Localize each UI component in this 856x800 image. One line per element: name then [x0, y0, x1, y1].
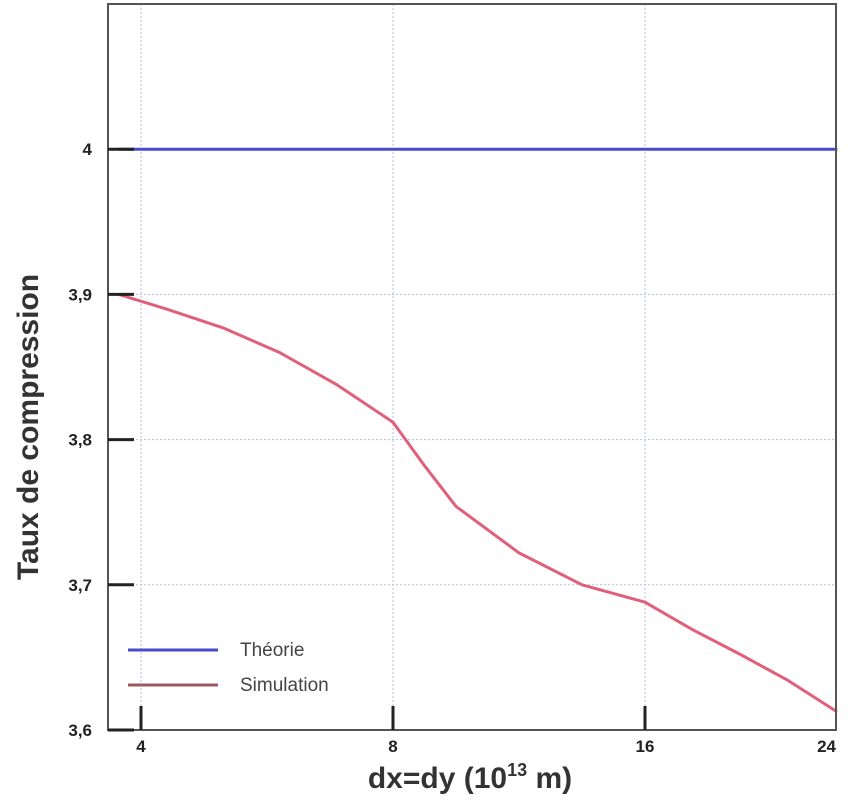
legend-label-theorie: Théorie [240, 640, 304, 661]
series-layer [117, 147, 838, 713]
x-tick-label-0: 4 [136, 737, 146, 756]
x-tick-label-1: 8 [388, 737, 397, 756]
x-tick-label-2: 16 [636, 737, 655, 756]
series-line-simulation [117, 292, 838, 713]
x-tick-label-3: 24 [817, 737, 836, 756]
y-axis-title: Taux de compression [12, 274, 45, 580]
plot-background [108, 4, 836, 730]
x-axis-title-base: dx=dy (10 [368, 762, 507, 795]
x-axis-title-exponent: 13 [507, 760, 527, 780]
y-tick-label-4: 4 [83, 140, 93, 159]
legend: Théorie Simulation [128, 640, 329, 696]
y-tick-label-1: 3,7 [68, 576, 92, 595]
legend-label-simulation: Simulation [240, 675, 329, 696]
y-tick-label-3: 3,9 [68, 285, 92, 304]
ticks: 3,6 3,7 3,8 3,9 4 4 8 16 24 [68, 140, 836, 756]
y-tick-label-0: 3,6 [68, 721, 92, 740]
plot-frame [107, 3, 837, 731]
x-axis-title: dx=dy (1013 m) [368, 760, 572, 795]
y-tick-label-2: 3,8 [68, 431, 92, 450]
x-axis-title-unit: m) [527, 762, 572, 795]
